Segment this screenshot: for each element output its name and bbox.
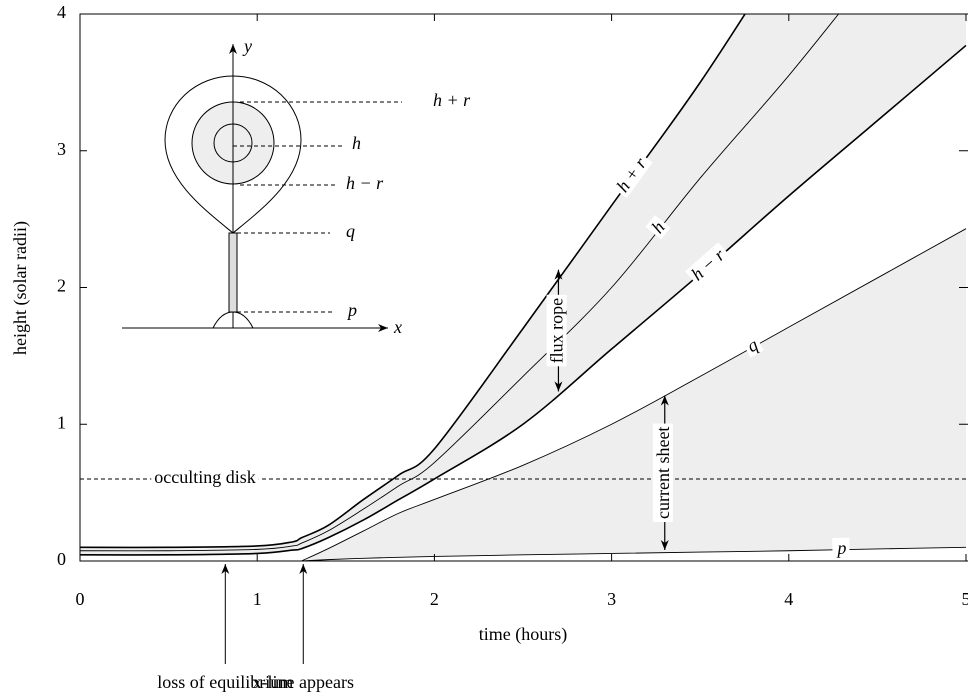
reference-label-bg [151, 467, 259, 488]
range-label: flux rope [547, 298, 567, 363]
y-tick-label: 4 [57, 2, 66, 22]
series-line [80, 44, 967, 556]
range-label-group: flux rope [546, 294, 567, 367]
shaded-band [80, 14, 966, 555]
x-tick-label: 4 [784, 589, 793, 609]
range-label: current sheet [653, 427, 673, 519]
event-label: x-line appears [253, 672, 354, 692]
y-tick-label: 2 [57, 276, 66, 296]
range-label-group: current sheet [652, 423, 673, 523]
series-label-group: h [645, 215, 671, 240]
inset-x-label: x [393, 317, 402, 337]
y-tick-label: 1 [57, 412, 66, 432]
x-tick-label: 3 [607, 589, 616, 609]
series-label-group: q [741, 332, 764, 358]
event-label: loss of equilibrium [157, 672, 293, 692]
series-label-bg [645, 215, 671, 240]
series-line [301, 228, 967, 562]
shaded-band [301, 228, 966, 561]
series-line [301, 546, 967, 562]
series-label-bg [741, 332, 764, 358]
inset-label: h − r [346, 173, 384, 193]
reference-label-group: occulting disk [151, 467, 259, 488]
y-axis-label: height (solar radii) [10, 221, 31, 355]
reference-label: occulting disk [154, 467, 256, 487]
series-label-bg [610, 150, 653, 199]
series-label-bg [685, 242, 732, 287]
x-tick-label: 1 [253, 589, 262, 609]
inset-diagram [122, 44, 402, 332]
range-label-bg [546, 294, 567, 367]
series-line [80, 14, 840, 552]
x-tick-label: 5 [962, 589, 968, 609]
x-axis-label: time (hours) [479, 624, 567, 645]
series-label-bg [832, 537, 850, 558]
cusp [212, 311, 254, 329]
inset-label: h + r [433, 90, 471, 110]
current-sheet-rect [228, 232, 238, 313]
series-label: p [835, 538, 846, 558]
x-tick-label: 2 [430, 589, 439, 609]
range-label-bg [652, 423, 673, 523]
inset-y-label: y [242, 36, 252, 56]
series-line [80, 14, 746, 549]
plot-area [80, 14, 968, 562]
y-tick-label: 3 [57, 139, 66, 159]
inset-label: q [346, 221, 355, 241]
x-tick-label: 0 [76, 589, 85, 609]
inset-label: h [352, 133, 361, 153]
inset-label: p [346, 300, 357, 320]
y-tick-label: 0 [57, 549, 66, 569]
separatrix [164, 75, 302, 234]
series-label-group: p [832, 537, 850, 558]
